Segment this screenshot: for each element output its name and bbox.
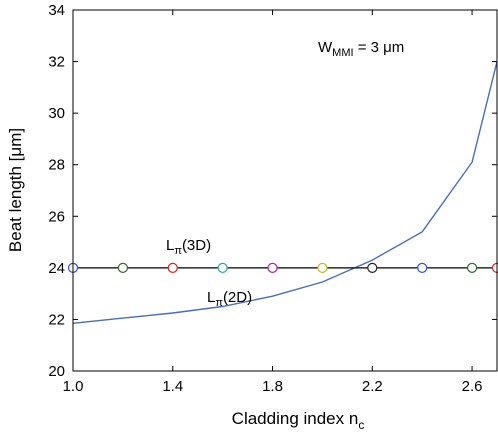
data-point-marker xyxy=(117,262,128,273)
series-line-2d xyxy=(72,61,498,324)
y-tick-label: 20 xyxy=(48,363,65,380)
x-tick-label: 2.6 xyxy=(462,378,483,395)
y-tick-label: 30 xyxy=(48,105,65,122)
annotation-w-mmi: WMMI = 3 μm xyxy=(318,39,404,59)
annotation-w-mmi-sub: MMI xyxy=(332,47,353,59)
annotation-l-pi-3d-rest: (3D) xyxy=(182,237,211,254)
axis-tick-labels: 1.0 1.4 1.8 2.2 2.6 20 22 24 26 28 30 32 34 xyxy=(48,2,482,395)
y-tick-label: 32 xyxy=(48,54,65,71)
data-point-marker xyxy=(367,262,378,273)
data-point-marker xyxy=(466,262,478,273)
y-tick-label: 24 xyxy=(48,260,65,277)
annotation-l-pi-2d-rest: (2D) xyxy=(223,289,252,306)
y-tick-label: 22 xyxy=(48,311,65,328)
annotation-l-pi-3d-sub: π xyxy=(174,245,182,257)
y-tick-label: 26 xyxy=(48,208,65,225)
annotation-l-pi-2d-main: L xyxy=(207,289,215,306)
x-axis-label: Cladding index nc xyxy=(232,409,365,432)
annotation-l-pi-3d-main: L xyxy=(166,237,174,254)
annotation-w-mmi-main: W xyxy=(318,39,333,56)
y-axis-label: Beat length [μm] xyxy=(6,128,25,252)
x-tick-label: 1.8 xyxy=(262,378,283,395)
series-group xyxy=(72,61,498,324)
marker-group xyxy=(67,262,498,273)
data-point-marker xyxy=(267,262,278,273)
plot-frame xyxy=(72,9,498,372)
annotation-l-pi-2d-sub: π xyxy=(215,297,223,309)
data-point-marker xyxy=(217,262,228,273)
data-point-marker xyxy=(417,262,428,273)
x-axis-label-main: Cladding index n xyxy=(232,409,359,428)
y-tick-label: 28 xyxy=(48,157,65,174)
annotation-w-mmi-rest: = 3 μm xyxy=(354,39,405,56)
x-tick-label: 1.0 xyxy=(63,378,84,395)
annotation-l-pi-2d: Lπ(2D) xyxy=(207,289,252,309)
x-axis-label-sub: c xyxy=(358,418,364,432)
x-tick-label: 2.2 xyxy=(362,378,383,395)
y-tick-label: 34 xyxy=(48,2,65,19)
data-point-marker xyxy=(167,262,178,273)
annotation-l-pi-3d: Lπ(3D) xyxy=(166,237,211,257)
x-tick-label: 1.4 xyxy=(162,378,183,395)
data-point-marker xyxy=(317,262,328,273)
